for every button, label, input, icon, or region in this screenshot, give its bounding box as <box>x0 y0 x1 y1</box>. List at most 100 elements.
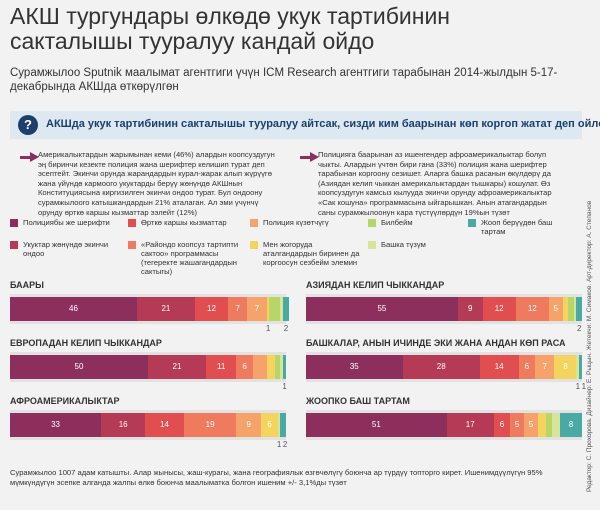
category-label: БАШКАЛАР, АНЫН ИЧИНДЕ ЭКИ ЖАНА АНДАН КӨП… <box>306 338 566 348</box>
legend-swatch <box>368 219 376 227</box>
value-label: 7 <box>254 304 260 313</box>
chart-subtitle: Сурамжылоо Sputnik маалымат агентгиги үч… <box>10 67 558 93</box>
value-label: 7 <box>542 362 547 371</box>
bar-track: 35 28 14 6 7 8 1 1 <box>306 352 586 391</box>
legend-swatch <box>368 241 376 249</box>
bar-segment <box>274 355 281 379</box>
bar-segment <box>228 297 248 321</box>
value-label: 2 <box>282 440 288 449</box>
question-icon: ? <box>18 115 38 135</box>
value-label: 12 <box>527 304 537 313</box>
legend-item: Билбейм <box>368 218 468 240</box>
bar-segment <box>280 297 284 321</box>
bar-group: БАШКАЛАР, АНЫН ИЧИНДЕ ЭКИ ЖАНА АНДАН КӨП… <box>306 338 586 394</box>
credits: Редактор: С. Прохорова. Дизайнер: Е. Рыц… <box>586 200 593 492</box>
question-text: АКШда укук тартибинин сакталышы тууралуу… <box>46 118 600 130</box>
value-label: 1 <box>575 382 581 391</box>
bar-track: 50 21 11 6 1 <box>10 352 287 391</box>
value-label: 21 <box>161 304 171 313</box>
bar-segment <box>579 355 582 379</box>
value-label: 1 <box>265 324 271 333</box>
legend-item: Полиция күзөтчүгү <box>250 218 368 240</box>
value-label: 2 <box>283 324 289 333</box>
note-arrow <box>20 152 39 162</box>
chart-title: АКШ тургундары өлкөдө укук тартибинин са… <box>10 3 450 54</box>
legend-label: Мен жогоруда аталгандардын биринен да ко… <box>263 240 360 267</box>
note: Америкалыктардын жарымынан кеми (46%) ал… <box>38 150 275 217</box>
bar-segment <box>283 297 289 321</box>
category-label: ЖООПКО БАШ ТАРТАМ <box>306 396 410 406</box>
bar-segment <box>576 355 580 379</box>
value-label: 8 <box>563 362 568 371</box>
legend-swatch <box>10 219 18 227</box>
bar-segment <box>535 355 555 379</box>
legend-item: Укуктар жөнүндө экинчи ондоо <box>10 240 128 270</box>
bar-segment <box>266 297 270 321</box>
bar-segment <box>236 413 262 437</box>
bar-segment <box>266 355 275 379</box>
bar-group: АФРОАМЕРИКАЛЫКТАР 33 16 14 19 9 6 1 2 <box>10 396 288 452</box>
bar-group: ЕВРОПАДАН КЕЛИП ЧЫККАНДАР 50 21 11 6 1 <box>10 338 287 394</box>
category-label: АЗИЯДАН КЕЛИП ЧЫККАНДАР <box>306 280 445 290</box>
bar-segment <box>306 297 458 321</box>
bar-segment <box>269 297 281 321</box>
bar-group: АЗИЯДАН КЕЛИП ЧЫККАНДАР 55 9 12 12 5 2 <box>306 280 582 336</box>
bar-segment <box>10 297 137 321</box>
bar-segment <box>183 413 237 437</box>
value-label: 1 <box>282 382 287 391</box>
bar-segment <box>479 355 519 379</box>
legend-label: Башка түзүм <box>381 240 426 249</box>
legend-label: Полициябы же шерифти <box>23 218 110 227</box>
note: Полицияга баарынан аз ишенгендер афроаме… <box>318 150 552 217</box>
bar-group: БААРЫ 46 21 12 7 7 1 2 <box>10 280 289 336</box>
bar-segment <box>548 297 563 321</box>
value-label: 33 <box>51 420 60 429</box>
value-label: 5 <box>553 304 558 313</box>
value-label: 1 <box>581 382 587 391</box>
value-label: 14 <box>494 362 504 371</box>
legend-swatch <box>468 219 476 227</box>
bar-segment <box>546 413 552 437</box>
bar-segment <box>145 413 184 437</box>
legend: Полициябы же шерифти Укуктар жөнүндө экин… <box>10 218 582 276</box>
note-arrow <box>300 152 319 162</box>
bar-segment <box>568 297 574 321</box>
category-label: БААРЫ <box>10 280 44 290</box>
value-label: 7 <box>235 304 240 313</box>
bar-segment <box>524 413 538 437</box>
value-label: 2 <box>577 324 582 333</box>
bar-segment <box>306 413 447 437</box>
bar-segment <box>306 355 403 379</box>
value-label: 5 <box>528 420 534 429</box>
legend-item: Полициябы же шерифти <box>10 218 128 240</box>
bar-segment <box>148 355 206 379</box>
bar-segment <box>280 355 284 379</box>
value-label: 50 <box>74 362 84 371</box>
value-label: 6 <box>524 362 530 371</box>
legend-item: Жооп берүүдөн баш тартам <box>468 218 578 240</box>
legend-item: Өрткө каршы кызматтар <box>128 218 250 240</box>
value-label: 17 <box>465 420 475 429</box>
value-label: 1 <box>276 440 282 449</box>
bar-segment <box>562 297 569 321</box>
bar-group: ЖООПКО БАШ ТАРТАМ 51 17 6 5 5 8 <box>306 396 582 452</box>
bar-segment <box>101 413 146 437</box>
legend-item: Мен жогоруда аталгандардын биринен да ко… <box>250 240 368 270</box>
value-label: 16 <box>118 420 128 429</box>
value-label: 11 <box>216 362 226 371</box>
bar-segment <box>482 297 516 321</box>
bar-segment <box>283 355 286 379</box>
value-label: 19 <box>205 420 215 429</box>
bar-segment <box>194 297 229 321</box>
bar-track: 55 9 12 12 5 2 <box>306 294 582 333</box>
value-label: 35 <box>349 362 359 371</box>
bar-segment <box>236 355 253 379</box>
category-label: ЕВРОПАДАН КЕЛИП ЧЫККАНДАР <box>10 338 162 348</box>
value-label: 12 <box>207 304 216 313</box>
legend-item: «Райондо коопсуз тартипти сактоо» програ… <box>128 240 250 276</box>
value-label: 8 <box>568 420 574 429</box>
value-label: 9 <box>246 420 251 429</box>
category-label: АФРОАМЕРИКАЛЫКТАР <box>10 396 120 406</box>
footnote: Сурамжылоо 1007 адам катышты. Алар жыныс… <box>10 468 543 487</box>
